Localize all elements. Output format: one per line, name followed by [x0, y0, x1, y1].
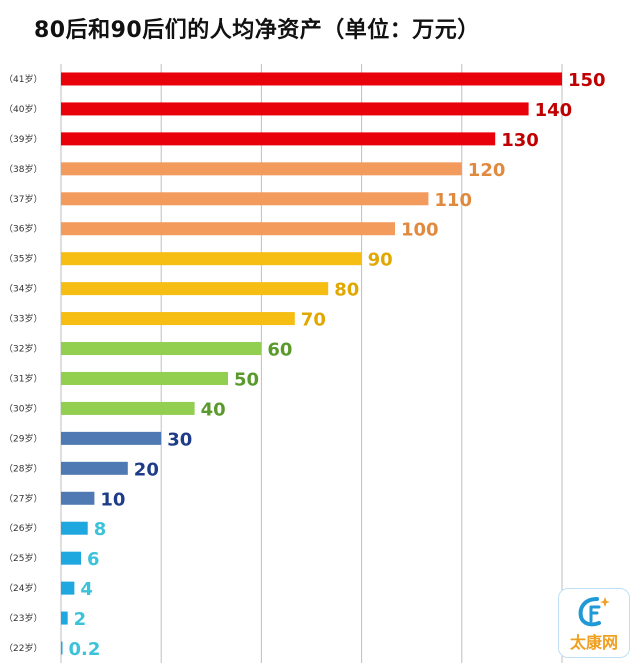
bar: [61, 72, 562, 86]
bar: [61, 102, 529, 116]
value-label: 30: [167, 429, 192, 450]
category-label: （33岁）: [4, 313, 42, 325]
category-label: （22岁）: [4, 642, 42, 654]
category-label: （39岁）: [4, 133, 42, 145]
bar: [61, 192, 429, 206]
value-label: 4: [80, 579, 93, 600]
value-label: 8: [94, 519, 107, 540]
category-label: （37岁）: [4, 193, 42, 205]
bar: [61, 401, 195, 415]
bar: [61, 222, 395, 236]
category-label: （32岁）: [4, 343, 42, 355]
category-label: （23岁）: [4, 612, 42, 624]
site-logo-icon: [578, 597, 610, 627]
category-label: （26岁）: [4, 522, 42, 534]
value-label: 0.2: [69, 639, 101, 660]
category-label: （27岁）: [4, 492, 42, 504]
category-label: （34岁）: [4, 283, 42, 295]
value-label: 140: [535, 100, 573, 121]
watermark-text: 太康网: [569, 633, 618, 652]
category-label: （28岁）: [4, 462, 42, 474]
site-watermark: 太康网: [558, 588, 630, 658]
value-label: 50: [234, 369, 259, 390]
category-label: （25岁）: [4, 552, 42, 564]
value-label: 60: [267, 340, 292, 361]
chart-title: 80后和90后们的人均净资产（单位：万元）: [34, 18, 480, 43]
value-label: 6: [87, 549, 100, 570]
bar: [61, 641, 63, 655]
category-label: （30岁）: [4, 402, 42, 414]
category-label: （41岁）: [4, 73, 42, 85]
bar: [61, 611, 68, 625]
bar: [61, 312, 295, 326]
bar: [61, 491, 95, 505]
category-label: （29岁）: [4, 432, 42, 444]
value-label: 10: [100, 489, 125, 510]
category-label: （36岁）: [4, 223, 42, 235]
category-label: （38岁）: [4, 163, 42, 175]
bar: [61, 431, 162, 445]
value-label: 20: [134, 459, 159, 480]
category-label: （35岁）: [4, 253, 42, 265]
value-label: 80: [334, 280, 359, 301]
bar: [61, 282, 329, 296]
value-label: 110: [434, 190, 472, 211]
bar: [61, 132, 496, 146]
value-label: 40: [201, 399, 226, 420]
bar: [61, 162, 462, 176]
category-label: （24岁）: [4, 582, 42, 594]
value-label: 150: [568, 70, 606, 91]
bar: [61, 342, 262, 356]
bar: [61, 371, 228, 385]
value-label: 70: [301, 310, 326, 331]
bar: [61, 521, 88, 535]
bar: [61, 581, 75, 595]
bar: [61, 252, 362, 266]
category-label: （31岁）: [4, 372, 42, 384]
value-label: 100: [401, 220, 439, 241]
value-label: 2: [74, 609, 87, 630]
bar: [61, 461, 128, 475]
value-label: 90: [368, 250, 393, 271]
bar: [61, 551, 82, 565]
value-label: 120: [468, 160, 506, 181]
value-label: 130: [501, 130, 539, 151]
category-label: （40岁）: [4, 103, 42, 115]
